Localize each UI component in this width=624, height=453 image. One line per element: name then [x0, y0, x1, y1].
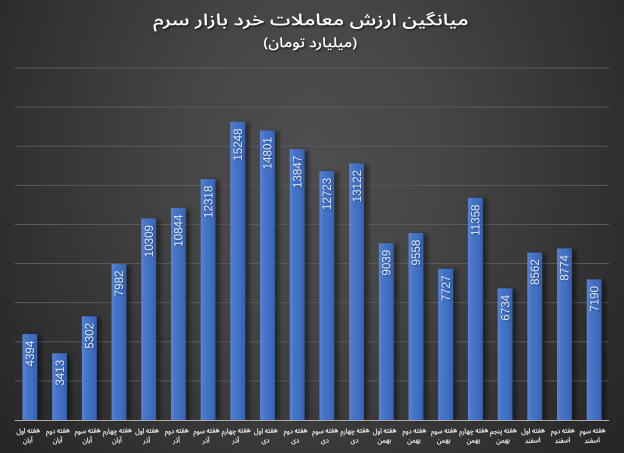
- svg-text:13847: 13847: [291, 156, 304, 188]
- svg-text:11358: 11358: [470, 204, 483, 235]
- svg-text:15248: 15248: [232, 128, 245, 160]
- svg-text:7190: 7190: [588, 286, 601, 312]
- svg-text:10844: 10844: [173, 214, 186, 247]
- svg-text:12318: 12318: [202, 186, 215, 218]
- svg-text:6734: 6734: [499, 294, 512, 320]
- svg-text:8562: 8562: [529, 259, 542, 285]
- svg-text:9039: 9039: [380, 250, 393, 276]
- svg-text:12723: 12723: [321, 178, 334, 210]
- svg-text:5302: 5302: [83, 323, 96, 349]
- svg-text:7982: 7982: [113, 271, 126, 297]
- svg-text:8774: 8774: [559, 254, 572, 280]
- svg-text:4394: 4394: [24, 340, 37, 366]
- svg-text:10309: 10309: [143, 225, 156, 257]
- svg-text:14801: 14801: [262, 137, 275, 169]
- svg-text:3413: 3413: [54, 360, 67, 386]
- svg-text:9558: 9558: [410, 240, 423, 266]
- svg-text:7727: 7727: [440, 275, 453, 301]
- svg-text:13122: 13122: [351, 170, 364, 202]
